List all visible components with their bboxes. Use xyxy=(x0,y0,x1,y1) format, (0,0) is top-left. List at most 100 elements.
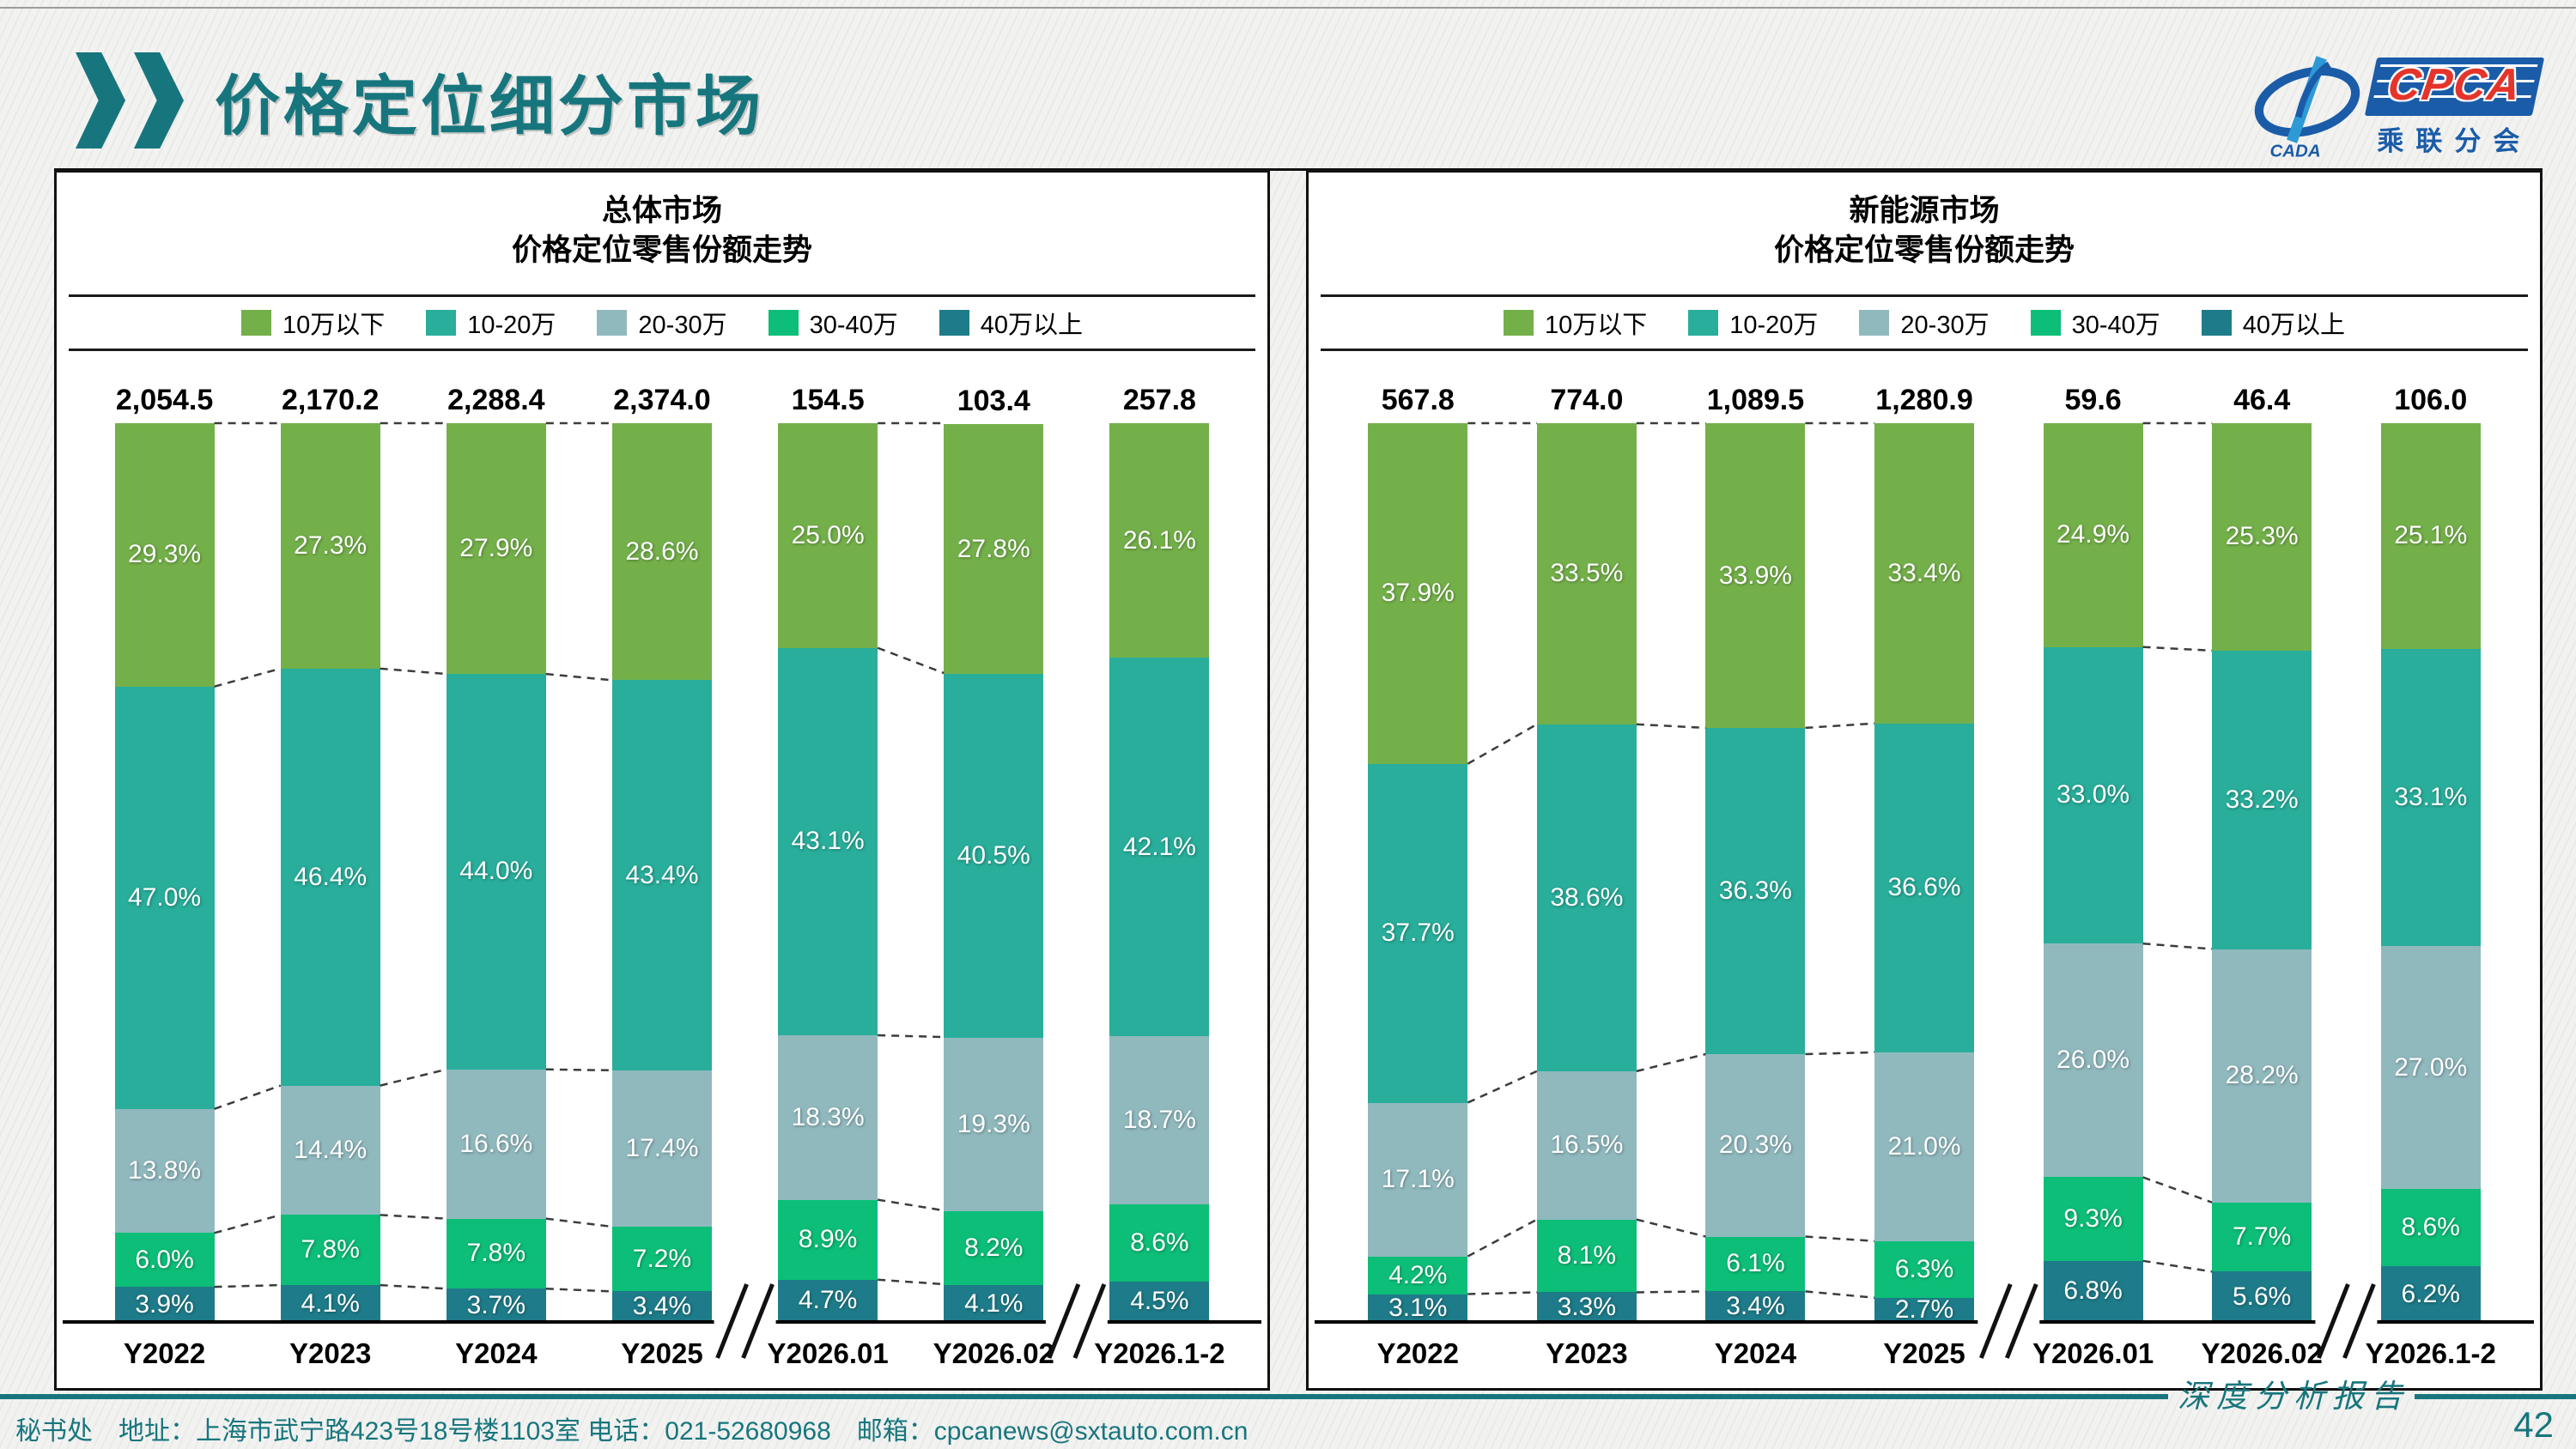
segment-label: 47.0% xyxy=(128,882,202,912)
x-axis-label: Y2026.01 xyxy=(767,1337,889,1369)
bar-segment: 46.4% xyxy=(280,668,380,1086)
bar-segment: 4.7% xyxy=(778,1279,878,1322)
bar-segment: 47.0% xyxy=(114,686,215,1109)
bar-segment: 4.1% xyxy=(280,1285,380,1322)
chart-legend: 10万以下 10-20万 20-30万 30-40万 40万以上 xyxy=(69,294,1255,351)
bar-segment: 25.1% xyxy=(2380,423,2481,649)
bar-total-label: 257.8 xyxy=(1122,384,1196,417)
segment-label: 9.3% xyxy=(2063,1204,2123,1234)
stacked-bar: 25.0% 43.1% 18.3% 8.9% 4.7% xyxy=(778,423,878,1322)
segment-label: 8.6% xyxy=(2401,1213,2460,1242)
segment-label: 27.3% xyxy=(294,530,368,560)
bar-segment: 7.8% xyxy=(280,1215,380,1286)
segment-label: 7.2% xyxy=(632,1244,692,1273)
bar-segment: 17.1% xyxy=(1368,1102,1468,1257)
segment-label: 8.9% xyxy=(798,1225,858,1254)
legend-item: 40万以上 xyxy=(939,305,1083,341)
stacked-bar: 29.3% 47.0% 13.8% 6.0% 3.9% xyxy=(114,423,215,1322)
bar-segment: 27.8% xyxy=(944,424,1044,675)
segment-label: 3.1% xyxy=(1388,1293,1448,1322)
bar-segment: 6.2% xyxy=(2380,1266,2481,1322)
chart-title-line2: 价格定位零售份额走势 xyxy=(511,233,812,268)
bar-column: 257.8 26.1% 42.1% 18.7% 8.6% 4.5% xyxy=(1077,353,1242,1322)
bar-segment: 13.8% xyxy=(114,1108,215,1234)
chart-title-line2: 价格定位零售份额走势 xyxy=(1773,233,2075,268)
segment-label: 14.4% xyxy=(294,1136,368,1165)
x-axis-label: Y2026.02 xyxy=(2201,1337,2323,1369)
stacked-bar: 24.9% 33.0% 26.0% 9.3% 6.8% xyxy=(2043,423,2143,1322)
bar-segment: 37.7% xyxy=(1368,763,1468,1103)
bar-segment: 26.0% xyxy=(2043,943,2143,1178)
bar-segment: 7.2% xyxy=(611,1227,712,1292)
segment-label: 20.3% xyxy=(1718,1131,1792,1160)
bar-segment: 33.0% xyxy=(2043,646,2143,944)
bar-segment: 36.6% xyxy=(1874,723,1975,1052)
axis-baseline xyxy=(1315,1320,2534,1324)
bar-total-label: 46.4 xyxy=(2233,384,2291,417)
bar-segment: 6.8% xyxy=(2043,1260,2143,1322)
segment-label: 6.0% xyxy=(135,1245,194,1274)
stacked-bar: 28.6% 43.4% 17.4% 7.2% 3.4% xyxy=(611,423,712,1322)
segment-label: 7.8% xyxy=(301,1235,360,1264)
bar-segment: 29.3% xyxy=(114,423,215,687)
bar-column: 1,280.9 33.4% 36.6% 21.0% 6.3% 2.7% xyxy=(1840,353,2009,1322)
legend-item: 20-30万 xyxy=(1859,305,1990,341)
segment-label: 3.4% xyxy=(1726,1292,1785,1321)
bar-segment: 4.2% xyxy=(1368,1256,1468,1294)
bar-total-label: 1,089.5 xyxy=(1706,384,1805,417)
footer-divider xyxy=(0,1394,2168,1399)
logo-cpca-block: CPCA 乘联分会 xyxy=(2364,57,2545,158)
bar-total-label: 103.4 xyxy=(957,385,1030,418)
segment-label: 37.9% xyxy=(1381,579,1455,608)
bar-column: 106.0 25.1% 33.1% 27.0% 8.6% 6.2% xyxy=(2346,353,2515,1322)
bar-total-label: 2,288.4 xyxy=(447,384,545,417)
bar-segment: 33.5% xyxy=(1536,423,1637,724)
segment-label: 28.2% xyxy=(2225,1061,2299,1090)
bar-total-label: 2,374.0 xyxy=(613,384,711,417)
bar-segment: 4.5% xyxy=(1109,1281,1210,1322)
bar-segment: 19.3% xyxy=(944,1038,1044,1212)
plot-area: 2,054.5 29.3% 47.0% 13.8% 6.0% 3.9% 2,170.2 27.… xyxy=(82,353,1242,1322)
segment-label: 8.1% xyxy=(1557,1241,1617,1270)
chart-panel-overall: 总体市场 价格定位零售份额走势 10万以下 10-20万 20-30万 30-40万 4… xyxy=(54,170,1270,1391)
legend-item: 20-30万 xyxy=(597,305,727,341)
segment-label: 7.7% xyxy=(2232,1222,2292,1252)
legend-label: 30-40万 xyxy=(2071,312,2160,339)
legend-swatch xyxy=(597,310,628,336)
legend-item: 10-20万 xyxy=(1688,305,1818,341)
segment-label: 19.3% xyxy=(957,1110,1030,1139)
report-type-label: 深度分析报告 xyxy=(2178,1379,2409,1415)
segment-label: 21.0% xyxy=(1887,1131,1961,1161)
legend-label: 30-40万 xyxy=(809,312,898,339)
page-title: 价格定位细分市场 xyxy=(215,70,764,143)
segment-label: 6.2% xyxy=(2401,1279,2460,1308)
legend-swatch xyxy=(1503,310,1534,336)
bar-column: 154.5 25.0% 43.1% 18.3% 8.9% 4.7% xyxy=(745,353,911,1322)
segment-label: 42.1% xyxy=(1122,832,1196,861)
bar-segment: 17.4% xyxy=(611,1070,712,1228)
header-underline xyxy=(54,168,2543,171)
bar-segment: 24.9% xyxy=(2043,423,2143,647)
stacked-bar: 27.8% 40.5% 19.3% 8.2% 4.1% xyxy=(944,424,1044,1322)
legend-label: 40万以上 xyxy=(2242,312,2346,339)
bar-column: 2,374.0 28.6% 43.4% 17.4% 7.2% 3.4% xyxy=(579,353,744,1322)
bar-column: 2,288.4 27.9% 44.0% 16.6% 7.8% 3.7% xyxy=(413,353,579,1322)
segment-label: 25.0% xyxy=(791,520,865,549)
segment-label: 2.7% xyxy=(1894,1294,1954,1324)
segment-label: 38.6% xyxy=(1550,882,1624,912)
stacked-bar: 33.4% 36.6% 21.0% 6.3% 2.7% xyxy=(1874,423,1975,1324)
segment-label: 24.9% xyxy=(2057,520,2130,549)
segment-label: 4.1% xyxy=(301,1288,360,1318)
segment-label: 6.1% xyxy=(1726,1249,1785,1278)
bar-segment: 33.4% xyxy=(1874,423,1975,724)
segment-label: 5.6% xyxy=(2232,1282,2292,1311)
stacked-bar: 27.3% 46.4% 14.4% 7.8% 4.1% xyxy=(280,423,380,1322)
segment-label: 40.5% xyxy=(957,841,1030,870)
plot-area: 567.8 37.9% 37.7% 17.1% 4.2% 3.1% 774.0 33.5% 38… xyxy=(1334,353,2515,1322)
legend-label: 20-30万 xyxy=(1900,312,1990,339)
segment-label: 6.8% xyxy=(2063,1276,2123,1306)
segment-label: 18.3% xyxy=(791,1102,865,1131)
stacked-bar: 25.1% 33.1% 27.0% 8.6% 6.2% xyxy=(2380,423,2481,1322)
bar-segment: 44.0% xyxy=(446,674,546,1070)
segment-label: 46.4% xyxy=(294,862,368,891)
